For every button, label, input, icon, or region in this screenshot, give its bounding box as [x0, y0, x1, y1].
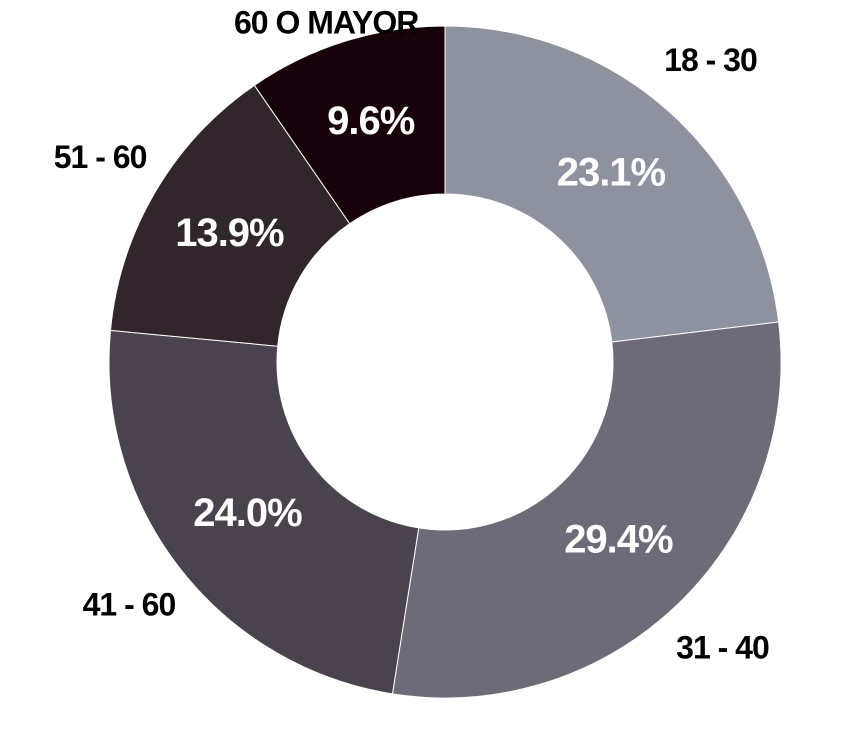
category-label: 41 - 60: [83, 587, 176, 623]
category-label: 31 - 40: [676, 630, 769, 666]
value-label: 13.9%: [175, 211, 284, 255]
slice: [253, 25, 446, 225]
slice: [109, 84, 351, 347]
slice: [444, 25, 780, 343]
value-label: 24.0%: [193, 491, 302, 535]
category-label: 51 - 60: [54, 139, 147, 175]
category-label: 18 - 30: [664, 42, 757, 78]
value-label: 9.6%: [327, 99, 415, 143]
slice: [391, 321, 782, 699]
category-label: 60 O MAYOR: [234, 4, 419, 40]
slice: [108, 329, 420, 695]
value-label: 23.1%: [557, 151, 666, 195]
value-label: 29.4%: [564, 518, 673, 562]
